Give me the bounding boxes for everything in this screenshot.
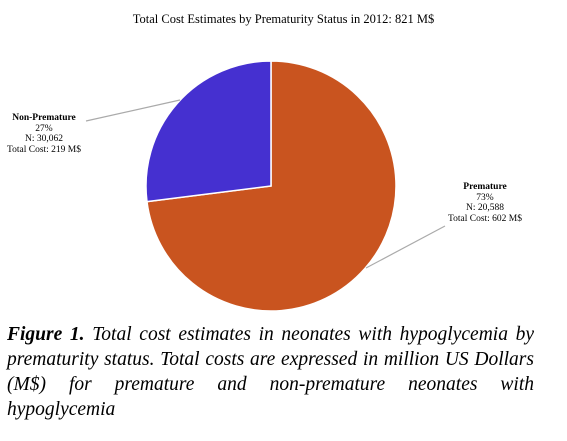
slice-name-non-premature: Non-Premature	[12, 113, 76, 123]
figure-label: Figure 1.	[7, 324, 85, 345]
slice-cost-non-premature: Total Cost: 219 M$	[6, 144, 82, 155]
slice-label-premature: Premature 73% N: 20,588 Total Cost: 602 …	[437, 182, 533, 224]
leader-line-non-premature	[85, 99, 181, 122]
caption-text: Total cost estimates in neonates with hy…	[7, 324, 535, 420]
leader-line-premature	[365, 225, 446, 269]
pie-slice-non-premature	[145, 60, 272, 203]
pie-chart	[85, 60, 446, 312]
chart-title: Total Cost Estimates by Prematurity Stat…	[132, 12, 435, 26]
slice-percent-premature: 73%	[476, 192, 494, 203]
slice-n-non-premature: N: 30,062	[25, 134, 63, 144]
slice-label-non-premature: Non-Premature 27% N: 30,062 Total Cost: …	[2, 113, 86, 155]
slice-cost-premature: Total Cost: 602 M$	[447, 213, 523, 224]
slice-percent-non-premature: 27%	[35, 123, 53, 134]
figure-caption: Figure 1. Total cost estimates in neonat…	[7, 322, 534, 422]
slice-name-premature: Premature	[463, 182, 507, 192]
slice-n-premature: N: 20,588	[466, 203, 504, 213]
